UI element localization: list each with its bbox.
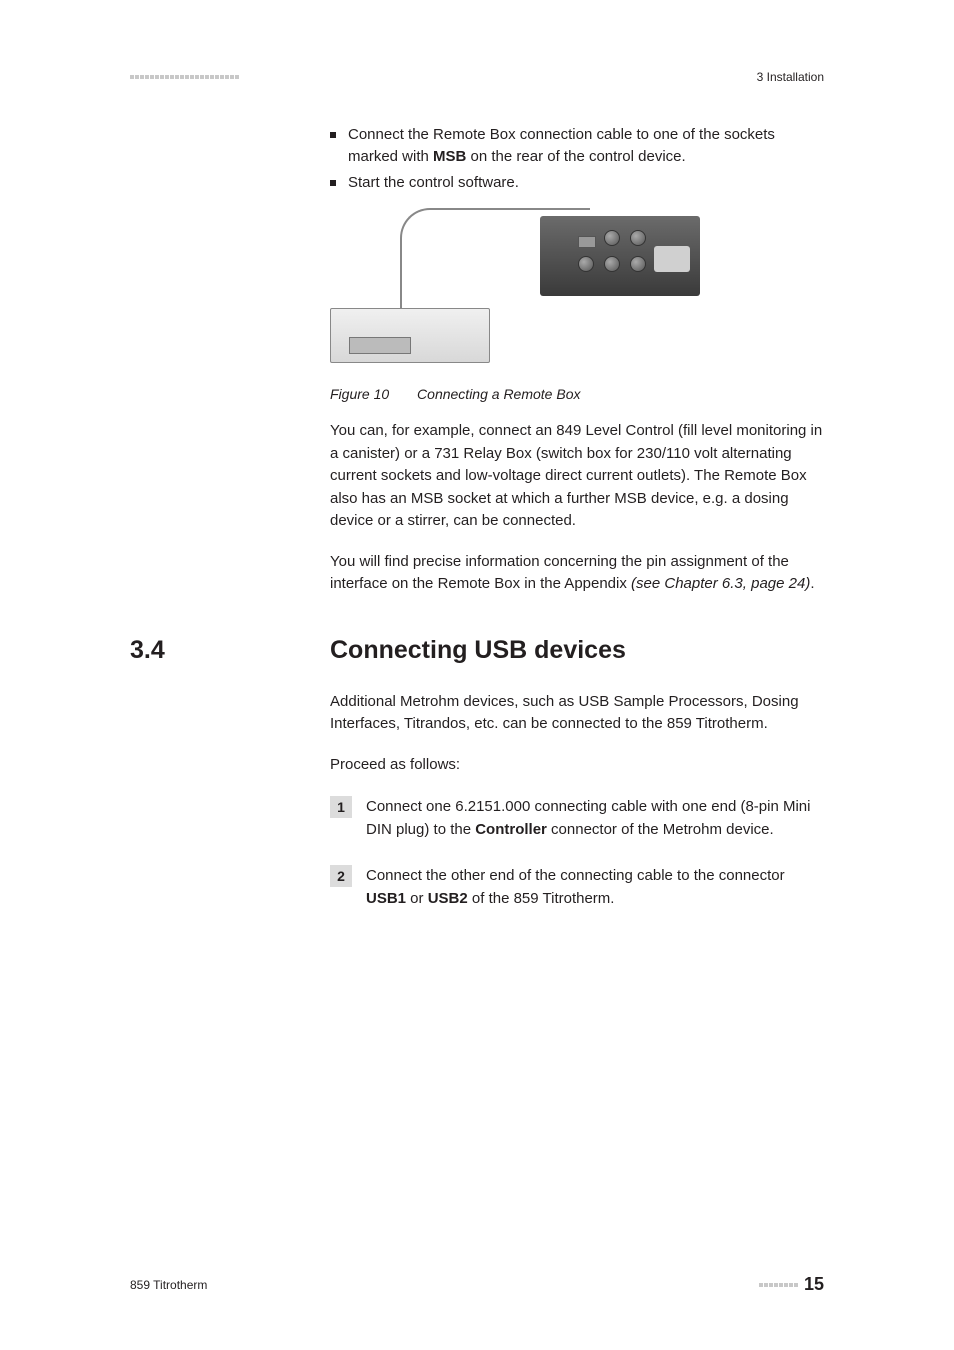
step-list: 1 Connect one 6.2151.000 connecting cabl… <box>330 796 824 910</box>
paragraph: You can, for example, connect an 849 Lev… <box>330 420 824 533</box>
header-decor-squares <box>130 75 239 79</box>
header-section-label: 3 Installation <box>757 70 824 84</box>
footer: 859 Titrotherm 15 <box>130 1274 824 1295</box>
step-number-badge: 2 <box>330 865 352 887</box>
figure-diagram <box>330 208 700 378</box>
bullet-text: Start the control software. <box>348 172 519 194</box>
figure-caption: Figure 10 Connecting a Remote Box <box>330 386 824 402</box>
figure-title: Connecting a Remote Box <box>417 386 580 402</box>
bullet-marker-icon <box>330 180 336 186</box>
header-bar: 3 Installation <box>130 70 824 84</box>
footer-right: 15 <box>759 1274 824 1295</box>
bullet-marker-icon <box>330 132 336 138</box>
step-text: Connect one 6.2151.000 connecting cable … <box>366 796 824 841</box>
paragraph: Additional Metrohm devices, such as USB … <box>330 691 824 736</box>
bullet-list: Connect the Remote Box connection cable … <box>330 124 824 193</box>
step-text: Connect the other end of the connecting … <box>366 865 824 910</box>
bullet-item: Start the control software. <box>330 172 824 194</box>
main-content: Connect the Remote Box connection cable … <box>130 124 824 596</box>
paragraph: You will find precise information concer… <box>330 551 824 596</box>
control-device-rear <box>540 216 700 296</box>
section-heading: 3.4 Connecting USB devices <box>130 636 824 665</box>
step-item: 2 Connect the other end of the connectin… <box>330 865 824 910</box>
bullet-item: Connect the Remote Box connection cable … <box>330 124 824 168</box>
section-content: Additional Metrohm devices, such as USB … <box>130 691 824 911</box>
step-number-badge: 1 <box>330 796 352 818</box>
paragraph: Proceed as follows: <box>330 754 824 777</box>
section-title: Connecting USB devices <box>330 636 626 665</box>
figure: Figure 10 Connecting a Remote Box <box>330 208 824 402</box>
figure-number: Figure 10 <box>330 386 389 402</box>
remote-box-device <box>330 308 490 363</box>
footer-decor-squares <box>759 1283 798 1287</box>
step-item: 1 Connect one 6.2151.000 connecting cabl… <box>330 796 824 841</box>
section-number: 3.4 <box>130 636 300 665</box>
page-number: 15 <box>804 1274 824 1295</box>
bullet-text: Connect the Remote Box connection cable … <box>348 124 824 168</box>
footer-product-name: 859 Titrotherm <box>130 1278 207 1292</box>
